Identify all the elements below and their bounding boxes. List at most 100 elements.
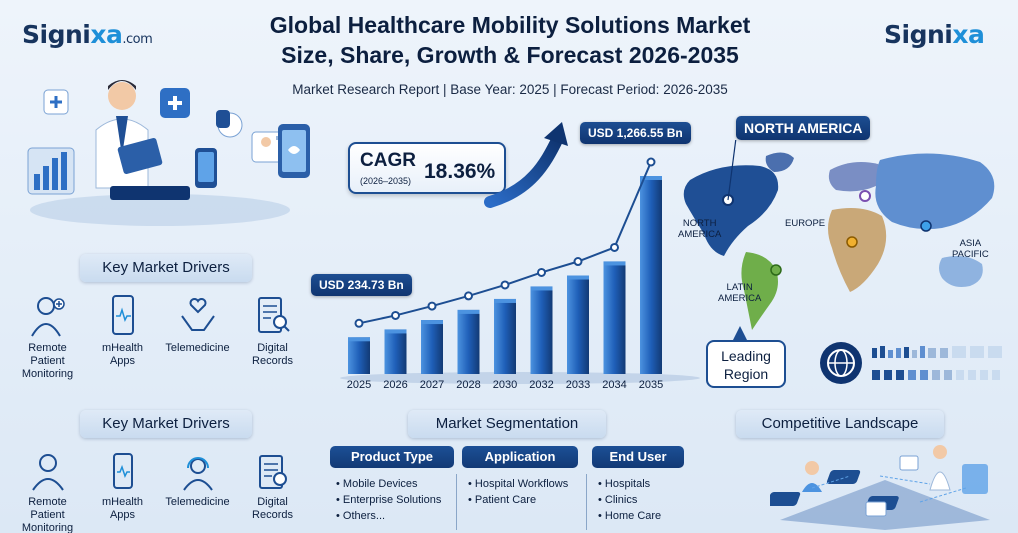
chart-x-tick-label: 2026 (383, 379, 407, 391)
australia-region (939, 256, 983, 287)
doctor-illustration (27, 80, 310, 226)
segment-divider (456, 474, 457, 530)
leading-pointer (732, 326, 748, 342)
segment-head: Product Type (330, 446, 454, 468)
segmentation-columns: Product Type Mobile Devices Enterprise S… (330, 446, 690, 530)
chart-x-tick-label: 2030 (493, 379, 517, 391)
driver-label: Telemedicine (165, 342, 230, 354)
chart-x-tick-label: 2025 (347, 379, 371, 391)
segmentation-heading: Market Segmentation (408, 410, 606, 438)
left-logo-x: xa (90, 20, 123, 49)
start-value-callout: USD 234.73 Bn (311, 274, 412, 296)
chart-bar-cap (348, 337, 370, 342)
segment-divider (586, 474, 587, 530)
driver-telemedicine: Telemedicine (160, 452, 235, 533)
map-label-pacific: PACIFIC (952, 249, 989, 260)
chart-point (573, 257, 583, 267)
left-logo: Signixa.com (22, 20, 153, 49)
competitive-heading: Competitive Landscape (736, 410, 944, 438)
chart-bar (603, 261, 626, 374)
map-label-north: NORTH (682, 218, 717, 229)
title-line-2: Size, Share, Growth & Forecast 2026-2035 (281, 42, 739, 68)
drivers-top-heading: Key Market Drivers (80, 254, 252, 282)
chart-bar-cap (567, 275, 589, 280)
clipboard-search-icon (257, 297, 290, 333)
driver-label: Records (252, 509, 293, 521)
segment-application: Application Hospital Workflows Patient C… (462, 446, 578, 508)
europe-region (828, 162, 883, 192)
chart-x-tick-label: 2035 (639, 379, 663, 391)
map-label-asia: ASIA (959, 238, 982, 249)
segment-item: Hospital Workflows (468, 476, 578, 492)
chart-x-tick-label: 2033 (566, 379, 590, 391)
driver-mhealth: mHealth Apps (85, 294, 160, 381)
chart-point (464, 291, 473, 301)
chart-bar (640, 176, 662, 374)
right-logo-main: Signi (884, 20, 953, 49)
map-highlight-callout: NORTH AMERICA (736, 116, 871, 140)
chart-bar-cap (494, 298, 516, 303)
doctor-icon (30, 297, 65, 337)
chart-point (354, 318, 364, 328)
driver-label: mHealth (102, 342, 143, 354)
driver-label: Digital (257, 342, 288, 354)
driver-label: Telemedicine (165, 496, 230, 508)
chart-point (537, 267, 546, 277)
chart-bar (567, 275, 589, 374)
segment-item: Clinics (598, 492, 684, 508)
latin-america-region (741, 252, 778, 330)
driver-mhealth: mHealth Apps (85, 452, 160, 533)
driver-digital-records: Digital Records (235, 294, 310, 381)
north-america-region (683, 165, 779, 256)
right-logo-x: xa (952, 20, 985, 49)
driver-digital-records: Digital Records (235, 452, 310, 533)
segment-item: Others... (336, 508, 454, 524)
chart-bar (384, 329, 407, 374)
segment-item: Patient Care (468, 492, 578, 508)
africa-region (828, 208, 887, 292)
map-label-america-2: AMERICA (718, 293, 762, 304)
map-label-latin: LATIN (726, 282, 753, 293)
segment-item: Hospitals (598, 476, 684, 492)
chart-x-tick-label: 2034 (602, 379, 626, 391)
driver-telemedicine: Telemedicine (160, 294, 235, 381)
patient-icon (31, 454, 64, 491)
chart-bar-cap (421, 320, 443, 325)
end-value-callout: USD 1,266.55 Bn (580, 122, 691, 144)
title-line-1: Global Healthcare Mobility Solutions Mar… (269, 12, 751, 38)
leading-line-2: Region (723, 366, 769, 382)
chart-bar (348, 337, 370, 374)
leading-line-1: Leading (721, 348, 771, 364)
hands-heart-icon (180, 298, 215, 331)
chart-point (646, 157, 656, 167)
driver-label: Digital (257, 496, 288, 508)
market-size-chart: 2025 2026 2027 2028 2030 2032 2033 2034 2035 (340, 122, 700, 391)
segment-list: Hospital Workflows Patient Care (462, 476, 578, 508)
chart-point (391, 310, 400, 320)
segment-end-user: End User Hospitals Clinics Home Care (592, 446, 684, 524)
chart-point (427, 301, 437, 311)
globe-icon (820, 342, 862, 384)
chart-bar-cap (530, 286, 553, 291)
left-logo-suffix: .com (122, 32, 153, 47)
leading-region-box: Leading Region (706, 340, 786, 388)
competitive-illustration (770, 445, 990, 530)
map-label-north-america: NORTH AMERICA (678, 218, 721, 240)
page-subtitle: Market Research Report | Base Year: 2025… (292, 82, 728, 97)
segment-item: Enterprise Solutions (336, 492, 454, 508)
asia-region (875, 153, 995, 230)
smartphone-icon (112, 453, 133, 489)
chart-point (610, 242, 619, 252)
region-bars-decoration (872, 346, 1002, 380)
driver-label: Apps (109, 509, 136, 521)
chart-point (500, 280, 510, 290)
world-map (683, 140, 995, 330)
chart-bar (530, 286, 553, 374)
chart-bar-cap (603, 261, 626, 266)
map-label-europe: EUROPE (785, 218, 826, 229)
map-label-latin-america: LATIN AMERICA (718, 282, 761, 304)
segment-head: End User (592, 446, 684, 468)
right-logo: Signixa (884, 20, 985, 49)
cagr-period: (2026–2035) (360, 176, 412, 186)
drivers-bottom-row: Remote Patient Monitoring mHealth Apps T… (10, 452, 310, 533)
